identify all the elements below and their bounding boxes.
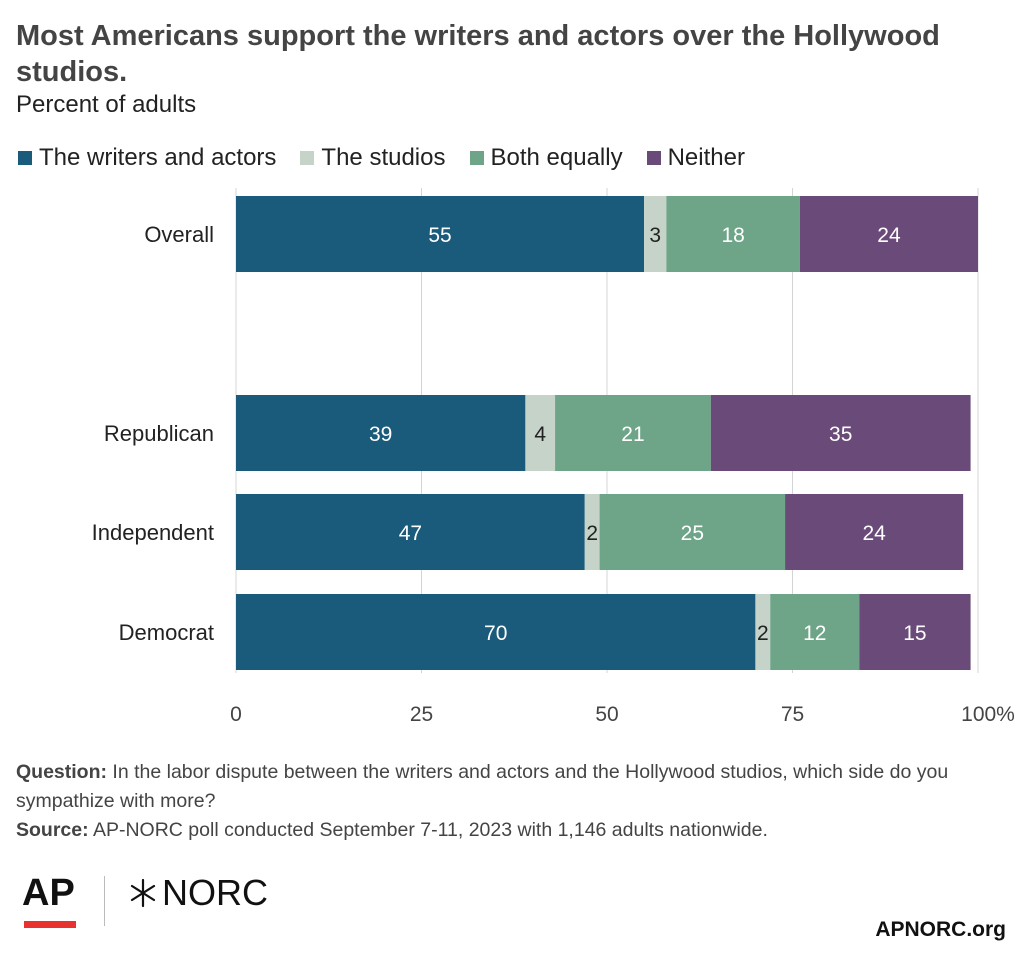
site-url: APNORC.org — [875, 918, 1006, 941]
legend-label-both: Both equally — [490, 144, 623, 171]
data-label-independent-both: 25 — [681, 522, 704, 545]
bar-independent-both — [599, 494, 786, 570]
legend-label-writers: The writers and actors — [39, 144, 277, 171]
bar-republican-studios — [525, 395, 556, 471]
data-label-republican-writers: 39 — [369, 423, 392, 446]
bar-overall-writers — [236, 196, 645, 272]
bar-independent-neither — [785, 494, 964, 570]
x-tick-label-0: 0 — [230, 703, 242, 726]
source-text: AP-NORC poll conducted September 7-11, 2… — [92, 819, 768, 841]
data-label-independent-studios: 2 — [586, 522, 598, 545]
x-tick-label-50: 50 — [595, 703, 618, 726]
data-label-democrat-neither: 15 — [903, 622, 926, 645]
x-tick-label-25: 25 — [410, 703, 433, 726]
category-label-independent: Independent — [92, 520, 214, 545]
chart-title: Most Americans support the writers and a… — [16, 20, 940, 88]
legend-item-writers: The writers and actors — [18, 144, 276, 172]
data-label-overall-both: 18 — [721, 224, 744, 247]
data-label-overall-neither: 24 — [877, 224, 901, 247]
bar-overall-studios — [644, 196, 667, 272]
bar-democrat-both — [770, 594, 860, 670]
chart-legend: The writers and actors The studios Both … — [18, 143, 769, 173]
question-label: Question: — [16, 761, 107, 783]
bar-republican-writers — [236, 395, 526, 471]
ap-logo-bar — [24, 921, 76, 928]
bar-overall-both — [666, 196, 800, 272]
legend-item-both: Both equally — [469, 144, 623, 172]
legend-swatch-studios — [300, 151, 315, 165]
question-text: In the labor dispute between the writers… — [16, 761, 949, 812]
question-note: Question: In the labor dispute between t… — [16, 758, 1006, 816]
norc-logo: NORC — [128, 872, 268, 914]
bar-democrat-neither — [859, 594, 971, 670]
bar-overall-neither — [799, 196, 978, 272]
data-label-overall-studios: 3 — [649, 224, 661, 247]
data-label-republican-neither: 35 — [829, 423, 852, 446]
legend-item-studios: The studios — [300, 144, 446, 172]
data-label-republican-studios: 4 — [534, 423, 546, 446]
source-label: Source: — [16, 819, 89, 841]
ap-logo: AP — [22, 872, 75, 914]
bar-republican-both — [555, 395, 711, 471]
data-label-independent-writers: 47 — [399, 522, 422, 545]
category-label-republican: Republican — [104, 421, 214, 446]
legend-label-studios: The studios — [321, 144, 446, 171]
logo-divider — [104, 876, 105, 926]
norc-star-icon — [130, 878, 156, 908]
legend-label-neither: Neither — [667, 144, 745, 171]
legend-swatch-both — [469, 151, 484, 165]
chart-notes: Question: In the labor dispute between t… — [16, 758, 1006, 845]
x-tick-label-100: 100% — [961, 703, 1015, 726]
source-note: Source: AP-NORC poll conducted September… — [16, 816, 1006, 845]
legend-swatch-neither — [646, 151, 661, 165]
data-label-independent-neither: 24 — [862, 522, 886, 545]
bar-independent-writers — [236, 494, 585, 570]
legend-swatch-writers — [18, 151, 32, 165]
category-label-democrat: Democrat — [119, 620, 214, 645]
data-label-overall-writers: 55 — [428, 224, 451, 247]
chart-subtitle: Percent of adults — [16, 91, 197, 118]
data-label-republican-both: 21 — [621, 423, 644, 446]
bar-independent-studios — [584, 494, 600, 570]
bar-democrat-studios — [755, 594, 771, 670]
bar-republican-neither — [710, 395, 971, 471]
norc-logo-text: NORC — [162, 872, 268, 913]
x-tick-label-75: 75 — [781, 703, 804, 726]
legend-item-neither: Neither — [646, 144, 745, 172]
bar-democrat-writers — [236, 594, 756, 670]
category-label-overall: Overall — [144, 222, 214, 247]
stacked-bar-chart: Overall 55 3 18 24 Republican 39 4 21 35 Independe… — [92, 188, 1015, 726]
data-label-democrat-writers: 70 — [484, 622, 507, 645]
data-label-democrat-studios: 2 — [757, 622, 769, 645]
data-label-democrat-both: 12 — [803, 622, 826, 645]
